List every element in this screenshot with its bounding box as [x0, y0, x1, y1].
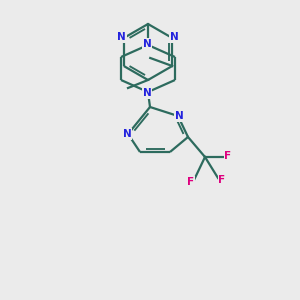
Text: F: F: [224, 151, 232, 161]
Text: N: N: [123, 129, 131, 139]
Text: N: N: [142, 88, 152, 98]
Text: N: N: [170, 32, 178, 42]
Text: N: N: [175, 111, 183, 121]
Text: F: F: [188, 177, 195, 187]
Text: N: N: [142, 39, 152, 49]
Text: N: N: [117, 32, 126, 42]
Text: F: F: [218, 175, 226, 185]
